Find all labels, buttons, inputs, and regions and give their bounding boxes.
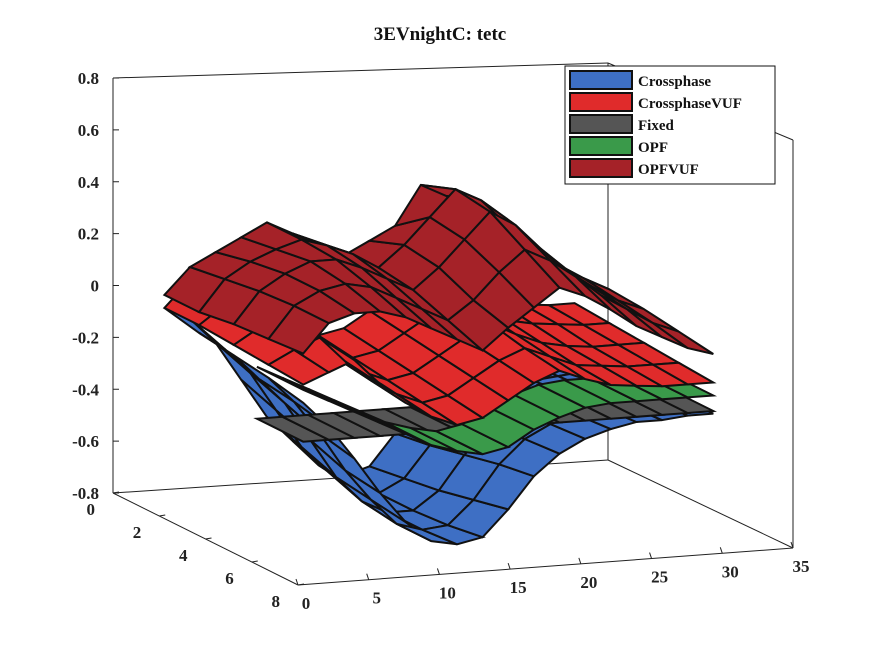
z-tick-label: 0.2 — [78, 225, 99, 244]
x-tick-mark — [295, 578, 299, 586]
y-tick-label: 6 — [225, 569, 234, 588]
x-tick-label: 10 — [439, 583, 456, 602]
x-tick-mark — [719, 547, 723, 554]
legend-label: CrossphaseVUF — [638, 96, 742, 112]
y-tick-mark — [251, 560, 258, 563]
legend-label: Crossphase — [638, 74, 711, 90]
x-tick-mark — [578, 557, 582, 565]
floor-right-edge — [607, 459, 794, 549]
y-tick-label: 4 — [179, 546, 188, 565]
surface-patch — [649, 361, 717, 386]
legend-swatch — [569, 114, 633, 134]
x-tick-label: 35 — [793, 557, 810, 576]
y-tick-label: 2 — [133, 523, 142, 542]
legend-label: OPF — [638, 140, 668, 156]
y-tick-mark — [112, 491, 120, 494]
z-tick-label: 0.8 — [78, 69, 99, 88]
y-tick-label: 0 — [87, 500, 96, 519]
z-tick-label: -0.8 — [72, 484, 99, 503]
legend: Crossphase CrossphaseVUF Fixed OPF OPFVUF — [564, 65, 776, 185]
x-axis-line — [297, 547, 794, 586]
x-tick-mark — [366, 573, 370, 580]
x-tick-label: 0 — [302, 594, 311, 613]
x-tick-label: 25 — [651, 568, 668, 587]
x-tick-label: 5 — [372, 589, 381, 608]
legend-swatch — [569, 158, 633, 178]
y-tick-mark — [297, 583, 305, 586]
legend-label: OPFVUF — [638, 162, 699, 178]
surface-patch — [652, 322, 714, 355]
x-tick-label: 15 — [510, 578, 527, 597]
x-tick-label: 20 — [580, 573, 597, 592]
surface-opfvuf — [162, 183, 714, 355]
legend-swatch — [569, 92, 633, 112]
y-tick-mark — [205, 537, 212, 540]
legend-label: Fixed — [638, 118, 674, 134]
x-tick-mark — [507, 562, 511, 570]
z-tick-label: -0.4 — [72, 380, 99, 399]
back-top-edge — [112, 62, 609, 79]
z-tick-label: -0.6 — [72, 432, 99, 451]
x-tick-label: 30 — [722, 562, 739, 581]
x-tick-mark — [790, 541, 794, 549]
z-tick-label: 0.4 — [78, 173, 100, 192]
y-tick-mark — [159, 514, 166, 517]
y-tick-label: 8 — [272, 592, 281, 611]
surface-layer — [162, 183, 718, 546]
legend-swatch — [569, 136, 633, 156]
z-tick-label: 0 — [91, 277, 100, 296]
legend-swatch — [569, 70, 633, 90]
x-tick-mark — [649, 552, 653, 559]
z-tick-label: -0.2 — [72, 328, 99, 347]
chart-title: 3EVnightC: tetc — [374, 24, 506, 45]
x-tick-mark — [436, 568, 440, 575]
z-tick-label: 0.6 — [78, 121, 99, 140]
